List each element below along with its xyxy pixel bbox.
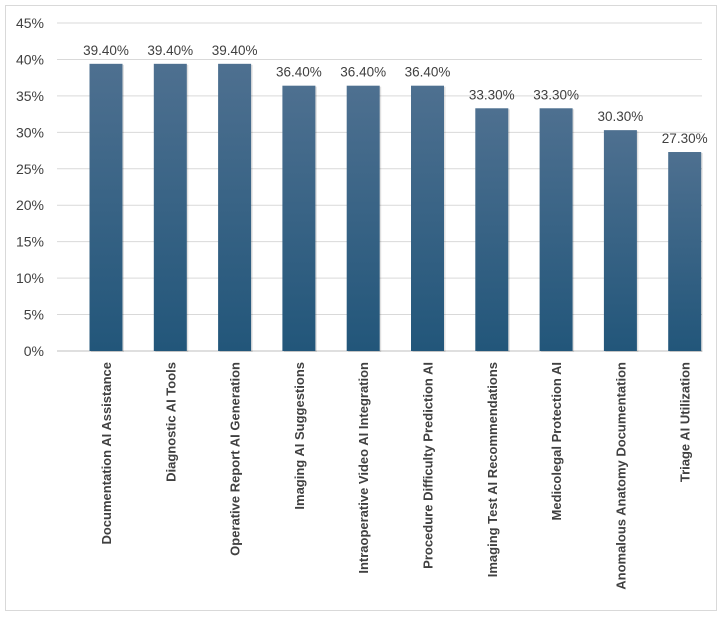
- data-label: 33.30%: [469, 87, 515, 102]
- y-tick-label: 20%: [16, 197, 44, 213]
- x-category-label: Procedure Difficulty Prediction AI: [421, 362, 436, 569]
- x-category-label: Diagnostic AI Tools: [163, 362, 178, 482]
- y-tick-label: 0%: [24, 343, 44, 359]
- x-category-label: Intraoperative Video AI Integration: [356, 362, 371, 574]
- y-tick-label: 45%: [16, 15, 44, 31]
- x-category-label: Documentation AI Assistance: [99, 362, 114, 545]
- y-tick-label: 30%: [16, 124, 44, 140]
- data-label: 39.40%: [212, 43, 258, 58]
- bar: [282, 85, 316, 351]
- y-tick-label: 40%: [16, 51, 44, 67]
- x-category-label: Imaging AI Suggestions: [292, 362, 307, 510]
- x-category-label: Medicolegal Protection AI: [549, 362, 564, 520]
- data-label: 27.30%: [662, 131, 708, 146]
- x-category-label: Anomalous Anatomy Documentation: [613, 362, 628, 590]
- bar: [89, 63, 123, 351]
- data-label: 33.30%: [533, 87, 579, 102]
- bar: [603, 130, 637, 351]
- data-label: 39.40%: [83, 43, 129, 58]
- bar: [411, 85, 444, 351]
- bar: [218, 63, 252, 351]
- bar: [153, 63, 187, 351]
- bar: [346, 85, 380, 351]
- data-label: 30.30%: [598, 109, 644, 124]
- data-label: 36.40%: [405, 65, 451, 80]
- bar: [475, 108, 509, 351]
- y-tick-label: 15%: [16, 234, 44, 250]
- y-tick-label: 25%: [16, 161, 44, 177]
- data-label: 36.40%: [340, 65, 386, 80]
- y-tick-label: 10%: [16, 270, 44, 286]
- chart-frame: [5, 5, 717, 611]
- y-tick-label: 5%: [24, 307, 44, 323]
- x-category-label: Triage AI Utilization: [678, 362, 693, 482]
- x-category-label: Operative Report AI Generation: [228, 362, 243, 556]
- y-tick-label: 35%: [16, 88, 44, 104]
- bar: [539, 108, 573, 351]
- data-label: 39.40%: [147, 43, 193, 58]
- bar: [668, 152, 702, 351]
- data-label: 36.40%: [276, 65, 322, 80]
- x-category-label: Imaging Test AI Recommendations: [485, 362, 500, 577]
